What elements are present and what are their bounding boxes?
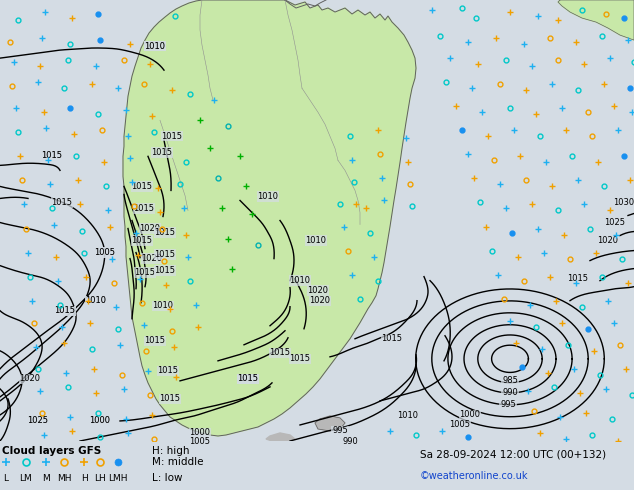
- Text: 1010: 1010: [145, 42, 165, 50]
- Text: H: H: [81, 473, 87, 483]
- Text: 1015: 1015: [155, 250, 176, 259]
- Text: 1025: 1025: [604, 218, 626, 227]
- Text: 1015: 1015: [41, 151, 63, 160]
- Text: 1010: 1010: [145, 42, 165, 50]
- Text: 1015: 1015: [134, 268, 155, 277]
- Text: 1010: 1010: [86, 296, 107, 305]
- Text: 1015: 1015: [134, 204, 155, 213]
- Text: 990: 990: [502, 389, 518, 397]
- Text: 1015: 1015: [290, 354, 311, 363]
- Text: ©weatheronline.co.uk: ©weatheronline.co.uk: [420, 471, 529, 481]
- Text: 1030: 1030: [614, 198, 634, 207]
- Text: MH: MH: [57, 473, 71, 483]
- Text: 1015: 1015: [238, 374, 259, 383]
- Text: 1000: 1000: [89, 416, 110, 425]
- Text: 985: 985: [502, 376, 518, 385]
- Text: 1010: 1010: [153, 301, 174, 310]
- Text: 1015: 1015: [131, 182, 153, 191]
- Text: 1005: 1005: [94, 248, 115, 257]
- Text: 1005: 1005: [190, 437, 210, 445]
- Text: Cloud layers GFS: Cloud layers GFS: [2, 446, 101, 456]
- Text: 1015: 1015: [157, 367, 179, 375]
- Text: H: high: H: high: [152, 446, 190, 456]
- Text: LMH: LMH: [108, 473, 127, 483]
- Text: 995: 995: [332, 426, 348, 436]
- Text: 1020: 1020: [20, 374, 41, 383]
- Polygon shape: [558, 0, 634, 40]
- Text: 1015: 1015: [155, 228, 176, 237]
- Text: 1010: 1010: [257, 192, 278, 201]
- Text: 1015: 1015: [55, 306, 75, 315]
- Text: 1010: 1010: [86, 296, 107, 305]
- Text: 1015: 1015: [382, 334, 403, 343]
- Text: 1015: 1015: [152, 148, 172, 157]
- Text: LH: LH: [94, 473, 106, 483]
- Text: Sa 28-09-2024 12:00 UTC (00+132): Sa 28-09-2024 12:00 UTC (00+132): [420, 449, 606, 459]
- Text: 1015: 1015: [162, 132, 183, 141]
- Text: 1000: 1000: [190, 428, 210, 438]
- Text: 1015: 1015: [145, 336, 165, 345]
- Text: 1010: 1010: [398, 412, 418, 420]
- Text: 1025: 1025: [27, 416, 48, 425]
- Text: 1025: 1025: [27, 416, 48, 425]
- Text: 1010: 1010: [306, 236, 327, 245]
- Text: 1015: 1015: [51, 198, 72, 207]
- Polygon shape: [123, 0, 416, 436]
- Text: 1020: 1020: [597, 236, 619, 245]
- Text: 995: 995: [500, 400, 516, 410]
- Text: 1015: 1015: [131, 236, 153, 245]
- Text: L: L: [4, 473, 8, 483]
- Text: 1015: 1015: [238, 374, 259, 383]
- Text: LM: LM: [20, 473, 32, 483]
- Text: 1005: 1005: [94, 248, 115, 257]
- Text: M: M: [42, 473, 50, 483]
- Text: 1020: 1020: [307, 286, 328, 295]
- Text: 1020: 1020: [309, 296, 330, 305]
- Text: 1015: 1015: [269, 348, 290, 357]
- Text: 1010: 1010: [290, 276, 311, 285]
- Text: M: middle: M: middle: [152, 457, 204, 467]
- Text: 1000: 1000: [89, 416, 110, 425]
- Text: 1020: 1020: [139, 224, 160, 233]
- Text: 1015: 1015: [567, 274, 588, 283]
- Polygon shape: [315, 416, 345, 431]
- Text: 1015: 1015: [41, 151, 63, 160]
- Polygon shape: [266, 433, 295, 441]
- Text: 1000: 1000: [460, 411, 481, 419]
- Text: 1005: 1005: [450, 420, 470, 429]
- Text: L: low: L: low: [152, 473, 183, 483]
- Text: 1020: 1020: [141, 254, 162, 263]
- Text: 990: 990: [342, 437, 358, 445]
- Text: 1015: 1015: [155, 266, 176, 275]
- Text: 1015: 1015: [160, 394, 181, 403]
- Text: 1015: 1015: [55, 306, 75, 315]
